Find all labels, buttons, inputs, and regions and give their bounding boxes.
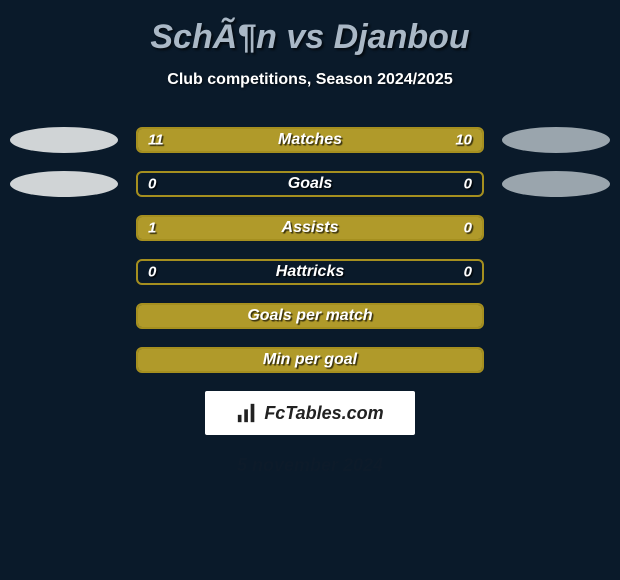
stat-bar: Assists 1 0 <box>136 215 484 241</box>
stat-value-right: 10 <box>455 132 472 149</box>
page-title: SchÃ¶n vs Djanbou <box>0 0 620 57</box>
stat-value-right: 0 <box>464 220 472 237</box>
stat-value-left: 0 <box>148 264 156 281</box>
stat-label: Goals <box>288 175 332 193</box>
bar-chart-icon <box>236 402 258 424</box>
stat-value-left: 11 <box>148 132 164 149</box>
fctables-logo: FcTables.com <box>205 391 415 435</box>
stat-value-right: 0 <box>464 264 472 281</box>
stat-value-right: 0 <box>464 176 472 193</box>
stat-value-left: 0 <box>148 176 156 193</box>
stat-label: Assists <box>282 219 339 237</box>
stat-label: Hattricks <box>276 263 344 281</box>
stat-row: Matches 11 10 <box>10 127 610 153</box>
logo-text: FcTables.com <box>264 403 383 424</box>
stat-bar: Matches 11 10 <box>136 127 484 153</box>
stat-value-left: 1 <box>148 220 156 237</box>
date-text: 5 november 2024 <box>0 455 620 476</box>
extra-stat-label: Goals per match <box>247 307 372 325</box>
player-right-marker <box>502 127 610 153</box>
stat-row: Assists 1 0 <box>10 215 610 241</box>
stat-row: Goals 0 0 <box>10 171 610 197</box>
player-left-marker <box>10 171 118 197</box>
extra-stat-bar: Min per goal <box>136 347 484 373</box>
stat-label: Matches <box>278 131 342 149</box>
extra-stat-bar: Goals per match <box>136 303 484 329</box>
stat-bar: Hattricks 0 0 <box>136 259 484 285</box>
stat-bar: Goals 0 0 <box>136 171 484 197</box>
player-right-marker <box>502 171 610 197</box>
subtitle: Club competitions, Season 2024/2025 <box>0 71 620 89</box>
stat-bar-left-fill <box>138 217 406 239</box>
player-left-marker <box>10 127 118 153</box>
extra-metrics: Goals per match Min per goal <box>136 303 484 373</box>
comparison-chart: Matches1110Goals00Assists10Hattricks00 <box>0 127 620 285</box>
stat-row: Hattricks 0 0 <box>10 259 610 285</box>
extra-stat-label: Min per goal <box>263 351 357 369</box>
